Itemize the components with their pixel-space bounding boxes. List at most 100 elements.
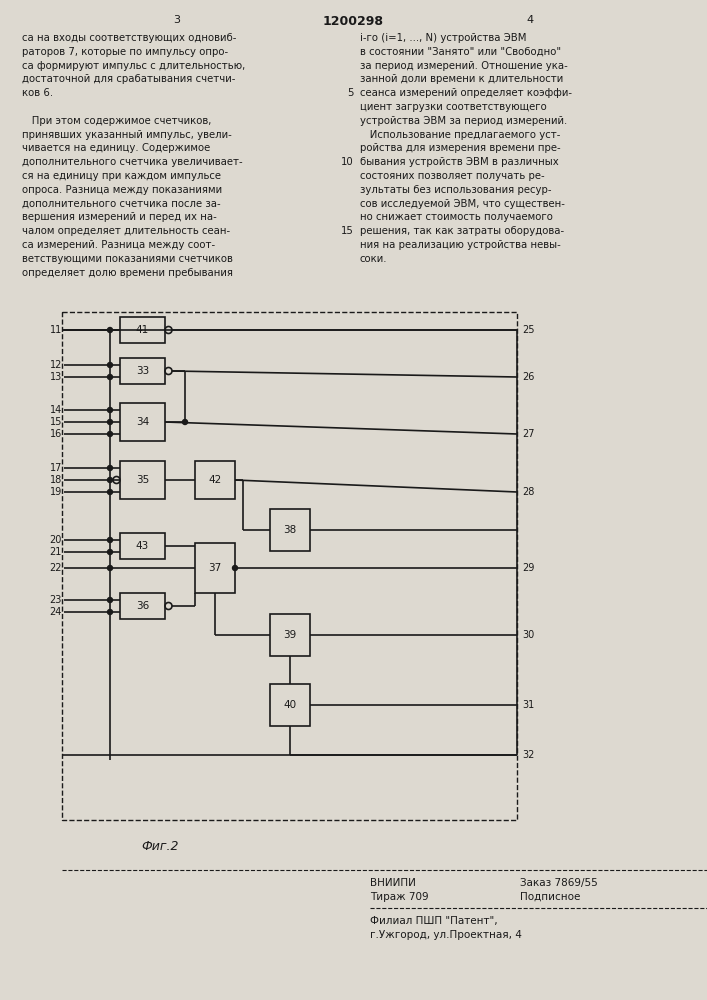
Text: определяет долю времени пребывания: определяет долю времени пребывания <box>22 268 233 278</box>
Text: дополнительного счетчика после за-: дополнительного счетчика после за- <box>22 199 221 209</box>
Circle shape <box>107 538 112 542</box>
Text: ройства для измерения времени пре-: ройства для измерения времени пре- <box>360 143 561 153</box>
Text: са измерений. Разница между соот-: са измерений. Разница между соот- <box>22 240 215 250</box>
Text: в состоянии "Занято" или "Свободно": в состоянии "Занято" или "Свободно" <box>360 47 561 57</box>
Circle shape <box>233 566 238 570</box>
Text: 16: 16 <box>49 429 62 439</box>
Text: чалом определяет длительность сеан-: чалом определяет длительность сеан- <box>22 226 230 236</box>
Bar <box>120 461 165 499</box>
Bar <box>120 403 165 441</box>
Circle shape <box>182 420 187 424</box>
Text: 20: 20 <box>49 535 62 545</box>
Circle shape <box>107 408 112 412</box>
Text: 36: 36 <box>136 601 149 611</box>
Bar <box>62 312 517 820</box>
Circle shape <box>107 597 112 602</box>
Text: 10: 10 <box>341 157 354 167</box>
Bar <box>195 461 235 499</box>
Text: достаточной для срабатывания счетчи-: достаточной для срабатывания счетчи- <box>22 74 235 84</box>
Text: Фиг.2: Фиг.2 <box>141 840 179 853</box>
Text: г.Ужгород, ул.Проектная, 4: г.Ужгород, ул.Проектная, 4 <box>370 930 522 940</box>
Text: 31: 31 <box>522 700 534 710</box>
Circle shape <box>107 466 112 471</box>
Text: ся на единицу при каждом импульсе: ся на единицу при каждом импульсе <box>22 171 221 181</box>
Bar <box>120 533 165 559</box>
Text: При этом содержимое счетчиков,: При этом содержимое счетчиков, <box>22 116 211 126</box>
Text: опроса. Разница между показаниями: опроса. Разница между показаниями <box>22 185 222 195</box>
Text: 22: 22 <box>49 563 62 573</box>
Circle shape <box>107 478 112 483</box>
Text: устройства ЭВМ за период измерений.: устройства ЭВМ за период измерений. <box>360 116 567 126</box>
Text: 26: 26 <box>522 372 534 382</box>
Text: раторов 7, которые по импульсу опро-: раторов 7, которые по импульсу опро- <box>22 47 228 57</box>
Text: Подписное: Подписное <box>520 892 580 902</box>
Text: 5: 5 <box>348 88 354 98</box>
Text: 32: 32 <box>522 750 534 760</box>
Text: 34: 34 <box>136 417 149 427</box>
Text: 39: 39 <box>284 630 297 640</box>
Text: 42: 42 <box>209 475 221 485</box>
Text: 41: 41 <box>136 325 149 335</box>
Text: бывания устройств ЭВМ в различных: бывания устройств ЭВМ в различных <box>360 157 559 167</box>
Text: 37: 37 <box>209 563 221 573</box>
Text: сов исследуемой ЭВМ, что существен-: сов исследуемой ЭВМ, что существен- <box>360 199 565 209</box>
Text: ВНИИПИ: ВНИИПИ <box>370 878 416 888</box>
Text: за период измерений. Отношение ука-: за период измерений. Отношение ука- <box>360 61 568 71</box>
Text: ветствующими показаниями счетчиков: ветствующими показаниями счетчиков <box>22 254 233 264</box>
Text: 33: 33 <box>136 366 149 376</box>
Text: 4: 4 <box>527 15 534 25</box>
Text: чивается на единицу. Содержимое: чивается на единицу. Содержимое <box>22 143 210 153</box>
Circle shape <box>107 609 112 614</box>
Text: 14: 14 <box>49 405 62 415</box>
Bar <box>195 543 235 593</box>
Bar <box>270 509 310 551</box>
Circle shape <box>107 374 112 379</box>
Text: соки.: соки. <box>360 254 387 264</box>
Circle shape <box>107 566 112 570</box>
Text: но снижает стоимость получаемого: но снижает стоимость получаемого <box>360 212 553 222</box>
Circle shape <box>107 362 112 367</box>
Text: 28: 28 <box>522 487 534 497</box>
Text: 40: 40 <box>284 700 296 710</box>
Text: Филиал ПШП "Патент",: Филиал ПШП "Патент", <box>370 916 498 926</box>
Text: зультаты без использования ресур-: зультаты без использования ресур- <box>360 185 551 195</box>
Text: i-го (i=1, ..., N) устройства ЭВМ: i-го (i=1, ..., N) устройства ЭВМ <box>360 33 527 43</box>
Text: 29: 29 <box>522 563 534 573</box>
Text: 12: 12 <box>49 360 62 370</box>
Circle shape <box>107 432 112 436</box>
Text: 25: 25 <box>522 325 534 335</box>
Text: 27: 27 <box>522 429 534 439</box>
Text: 38: 38 <box>284 525 297 535</box>
Circle shape <box>107 489 112 494</box>
Text: дополнительного счетчика увеличивает-: дополнительного счетчика увеличивает- <box>22 157 243 167</box>
Text: 23: 23 <box>49 595 62 605</box>
Text: занной доли времени к длительности: занной доли времени к длительности <box>360 74 563 84</box>
Text: 43: 43 <box>136 541 149 551</box>
Circle shape <box>107 550 112 554</box>
Text: ния на реализацию устройства невы-: ния на реализацию устройства невы- <box>360 240 561 250</box>
Text: 15: 15 <box>49 417 62 427</box>
Text: 13: 13 <box>49 372 62 382</box>
Text: Использование предлагаемого уст-: Использование предлагаемого уст- <box>360 130 561 140</box>
Text: состояних позволяет получать ре-: состояних позволяет получать ре- <box>360 171 544 181</box>
Text: 19: 19 <box>49 487 62 497</box>
Bar <box>120 593 165 619</box>
Text: вершения измерений и перед их на-: вершения измерений и перед их на- <box>22 212 217 222</box>
Text: 15: 15 <box>341 226 354 236</box>
Text: 1200298: 1200298 <box>322 15 383 28</box>
Circle shape <box>107 420 112 424</box>
Text: принявших указанный импульс, увели-: принявших указанный импульс, увели- <box>22 130 232 140</box>
Text: 18: 18 <box>49 475 62 485</box>
Bar <box>120 358 165 384</box>
Text: 17: 17 <box>49 463 62 473</box>
Text: Заказ 7869/55: Заказ 7869/55 <box>520 878 597 888</box>
Text: са формируют импульс с длительностью,: са формируют импульс с длительностью, <box>22 61 245 71</box>
Circle shape <box>107 328 112 332</box>
Text: сеанса измерений определяет коэффи-: сеанса измерений определяет коэффи- <box>360 88 572 98</box>
Bar <box>120 317 165 343</box>
Text: Тираж 709: Тираж 709 <box>370 892 428 902</box>
Text: 30: 30 <box>522 630 534 640</box>
Bar <box>270 684 310 726</box>
Text: циент загрузки соответствующего: циент загрузки соответствующего <box>360 102 547 112</box>
Text: 24: 24 <box>49 607 62 617</box>
